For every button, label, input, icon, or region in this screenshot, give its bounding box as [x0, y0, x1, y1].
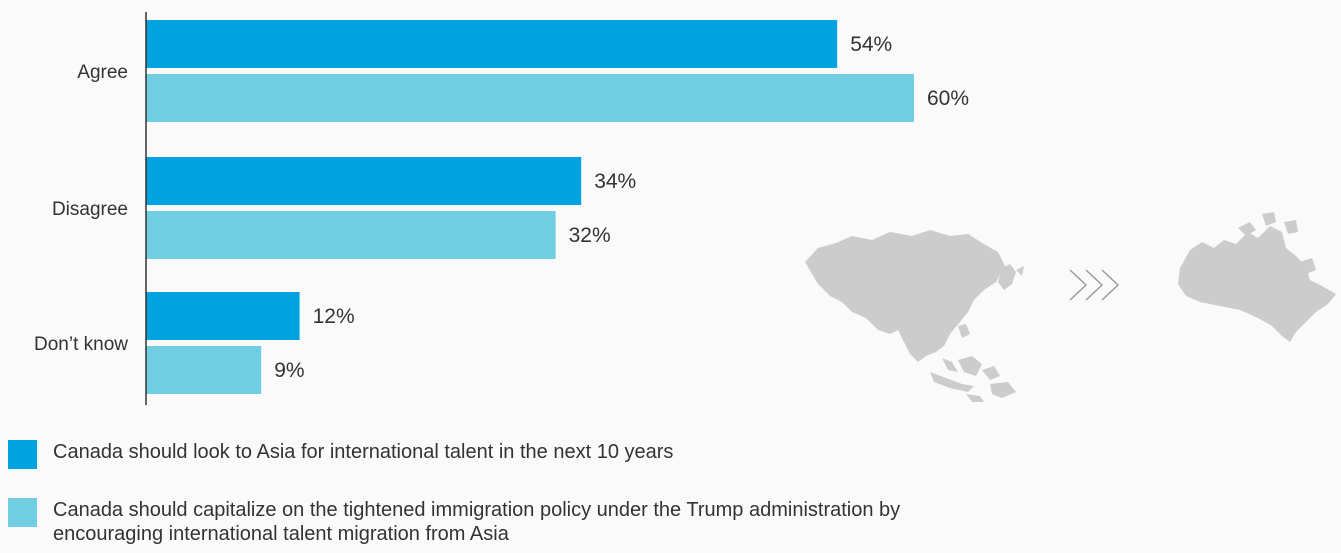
bar-value-label: 9% — [274, 359, 304, 382]
bar-series-2 — [146, 346, 262, 394]
bar-value-label: 12% — [313, 305, 355, 328]
value-labels: 54% 60% 34% 32% 12% 9% — [274, 33, 969, 382]
chevron-arrows-icon — [1069, 269, 1120, 301]
bar-series-2 — [146, 74, 914, 122]
legend-item-series-1: Canada should look to Asia for internati… — [8, 440, 913, 469]
legend-label-series-2: Canada should capitalize on the tightene… — [53, 499, 901, 545]
category-label: Agree — [77, 62, 128, 83]
bar-series-1 — [146, 292, 300, 340]
bar-series-2 — [146, 211, 556, 259]
bar-series-1 — [146, 157, 582, 205]
bar-series-1 — [146, 20, 838, 68]
legend-swatch-series-1 — [8, 440, 37, 469]
legend-label-series-1: Canada should look to Asia for internati… — [53, 441, 674, 463]
category-label: Don’t know — [34, 334, 128, 355]
bars-group — [146, 20, 914, 394]
legend-item-series-2: Canada should capitalize on the tightene… — [8, 498, 913, 546]
bar-value-label: 32% — [569, 224, 611, 247]
canada-map-icon — [1178, 212, 1336, 342]
bar-value-label: 34% — [594, 170, 636, 193]
bar-value-label: 60% — [927, 87, 969, 110]
legend-swatch-series-2 — [8, 498, 37, 527]
category-labels: Agree Disagree Don’t know — [34, 62, 128, 355]
category-label: Disagree — [52, 199, 128, 220]
bar-value-label: 54% — [850, 33, 892, 56]
asia-map-icon — [805, 230, 1024, 402]
